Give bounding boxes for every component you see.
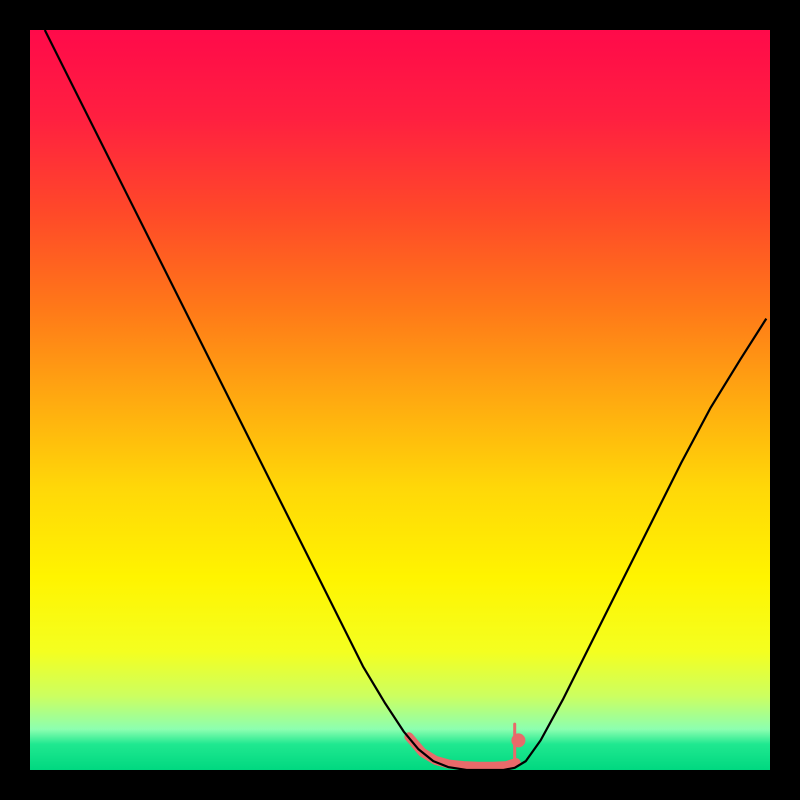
plot-area bbox=[30, 30, 770, 770]
plot-svg bbox=[30, 30, 770, 770]
highlight-end-marker bbox=[511, 733, 525, 747]
frame-right bbox=[770, 0, 800, 800]
frame-bottom bbox=[0, 770, 800, 800]
frame-left bbox=[0, 0, 30, 800]
frame-top bbox=[0, 0, 800, 30]
bottleneck-curve bbox=[45, 30, 767, 770]
highlight-segment bbox=[409, 737, 516, 767]
